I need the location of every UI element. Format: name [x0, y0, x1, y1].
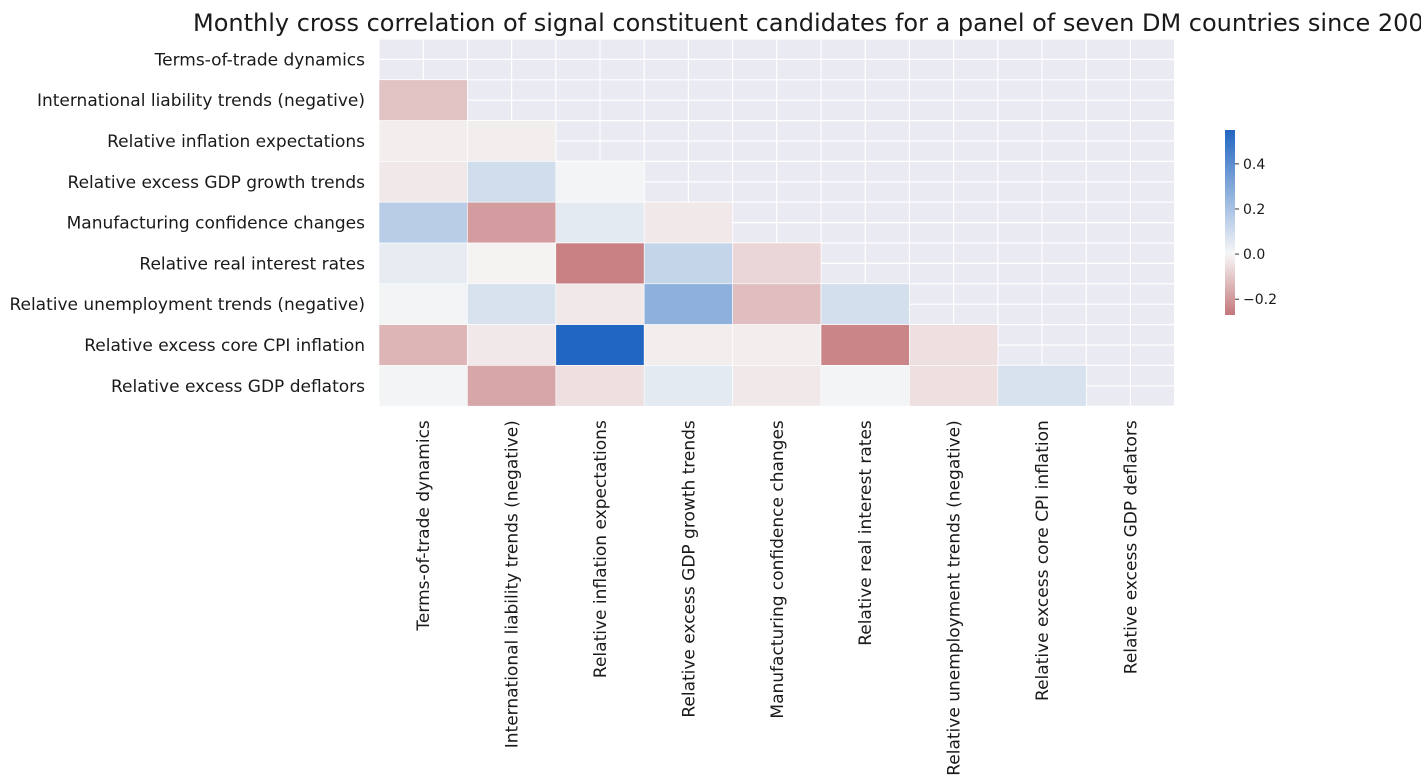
y-tick-label: Relative excess GDP deflators — [111, 377, 365, 397]
heatmap-cell-8-2 — [555, 365, 645, 407]
colorbar: −0.2 0.0 0.2 0.4 — [1225, 130, 1277, 315]
x-tick-label: Relative excess GDP growth trends — [679, 420, 699, 718]
y-tick-labels: Terms-of-trade dynamics International lia… — [9, 50, 365, 396]
heatmap-cells — [378, 79, 1087, 407]
heatmap-cell-8-1 — [467, 365, 557, 407]
x-tick-label: Relative real interest rates — [856, 420, 876, 646]
y-tick-label: Manufacturing confidence changes — [67, 214, 366, 234]
heatmap-cell-2-1 — [467, 120, 557, 162]
heatmap-cell-2-0 — [378, 120, 468, 162]
heatmap-cell-8-7 — [997, 365, 1087, 407]
heatmap-cell-4-3 — [643, 201, 733, 244]
heatmap-cell-7-6 — [909, 324, 999, 366]
x-tick-label: Terms-of-trade dynamics — [414, 420, 434, 632]
x-tick-labels: Terms-of-trade dynamics International lia… — [414, 420, 1141, 776]
heatmap-cell-3-2 — [555, 161, 645, 203]
heatmap-cell-6-0 — [378, 283, 468, 325]
heatmap-cell-6-5 — [820, 283, 910, 325]
heatmap-cell-7-1 — [467, 324, 557, 366]
heatmap-cell-7-5 — [820, 324, 910, 366]
colorbar-gradient — [1225, 130, 1235, 315]
heatmap-cell-5-1 — [467, 242, 557, 285]
heatmap-cell-6-2 — [555, 283, 645, 325]
chart-title: Monthly cross correlation of signal cons… — [193, 9, 1421, 37]
x-tick-label: Manufacturing confidence changes — [768, 420, 788, 719]
heatmap-cell-7-0 — [378, 324, 468, 366]
heatmap-cell-4-1 — [467, 201, 557, 244]
colorbar-tick-label: 0.4 — [1243, 157, 1265, 173]
heatmap-cell-8-3 — [643, 365, 733, 407]
heatmap-cell-8-6 — [909, 365, 999, 407]
x-tick-label: Relative excess core CPI inflation — [1033, 420, 1053, 701]
y-tick-label: Relative excess core CPI inflation — [84, 336, 365, 356]
x-tick-label: Relative inflation expectations — [591, 420, 611, 678]
heatmap-cell-8-5 — [820, 365, 910, 407]
heatmap-cell-5-2 — [555, 242, 645, 285]
heatmap-cell-1-0 — [378, 79, 468, 121]
y-tick-label: Relative inflation expectations — [107, 132, 365, 152]
y-tick-label: Relative unemployment trends (negative) — [9, 295, 365, 315]
heatmap-cell-5-4 — [732, 242, 822, 285]
heatmap-cell-3-0 — [378, 161, 468, 203]
x-tick-label: Relative unemployment trends (negative) — [945, 420, 965, 776]
heatmap-cell-7-3 — [643, 324, 733, 366]
heatmap-cell-7-4 — [732, 324, 822, 366]
heatmap-cell-4-2 — [555, 201, 645, 244]
heatmap-cell-8-4 — [732, 365, 822, 407]
x-tick-label: Relative excess GDP deflators — [1121, 420, 1141, 674]
y-tick-label: Terms-of-trade dynamics — [154, 50, 366, 70]
x-tick-label: International liability trends (negative… — [503, 420, 523, 748]
colorbar-tick-label: 0.0 — [1243, 247, 1265, 263]
y-tick-label: Relative excess GDP growth trends — [68, 173, 366, 193]
heatmap-cell-5-0 — [378, 242, 468, 285]
heatmap-cell-8-0 — [378, 365, 468, 407]
heatmap-cell-4-0 — [378, 201, 468, 244]
heatmap-cell-3-1 — [467, 161, 557, 203]
y-tick-label: Relative real interest rates — [139, 254, 365, 274]
colorbar-tick-label: −0.2 — [1243, 292, 1277, 308]
heatmap-cell-6-4 — [732, 283, 822, 325]
heatmap-cell-5-3 — [643, 242, 733, 285]
heatmap-cell-6-3 — [643, 283, 733, 325]
colorbar-tick-label: 0.2 — [1243, 202, 1265, 218]
heatmap-cell-6-1 — [467, 283, 557, 325]
heatmap-cell-7-2 — [555, 324, 645, 366]
y-tick-label: International liability trends (negative… — [37, 91, 365, 111]
